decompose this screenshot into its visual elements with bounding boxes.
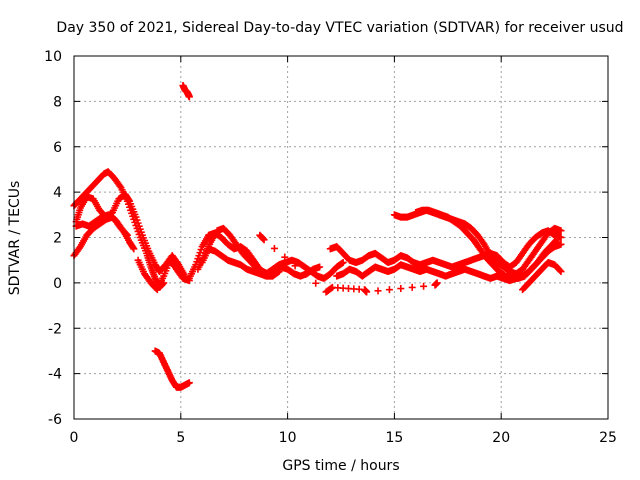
data-point [270,244,278,252]
y-tick-label: 8 [53,94,62,110]
data-point [553,236,561,244]
data-point [408,283,416,291]
data-point [557,227,565,235]
data-point [557,268,565,276]
data-point [185,379,193,387]
y-tick-label: 6 [53,140,62,156]
series-trace-d [72,211,131,239]
data-point [556,266,564,274]
y-tick-label: 0 [53,276,62,292]
y-axis-label: SDTVAR / TECUs [7,181,23,296]
data-point [116,182,124,190]
data-point [557,240,565,248]
data-point [397,285,405,293]
data-point [374,287,382,295]
x-tick-label: 15 [385,430,403,446]
y-tick-label: 10 [44,49,62,65]
series-trace-l [412,206,561,282]
series-trace-m [519,258,565,294]
x-tick-label: 5 [176,430,185,446]
y-tick-label: 4 [53,185,62,201]
y-tick-label: -4 [48,367,62,383]
y-tick-label: 2 [53,231,62,247]
data-point [557,234,565,241]
data-point [281,253,289,261]
data-point [339,258,347,266]
x-axis-label: GPS time / hours [282,458,399,474]
series-trace-h [198,245,283,280]
data-point [433,279,441,287]
x-tick-label: 25 [599,430,617,446]
plot-frame [73,55,609,420]
x-tick-label: 20 [492,430,510,446]
chart-title: Day 350 of 2021, Sidereal Day-to-day VTE… [56,20,623,36]
data-point [275,268,283,276]
data-point [552,237,560,245]
data-point [363,288,371,296]
series-outlier-high [179,81,193,101]
data-points [70,81,565,391]
data-point [122,230,130,238]
data-point [185,93,193,101]
data-point [420,282,428,290]
series-stragglers [256,231,441,296]
x-tick-label: 10 [279,430,297,446]
data-point [260,236,268,244]
data-point [385,286,393,294]
data-point [316,263,324,271]
data-point [301,271,309,279]
y-tick-labels: -6 -4 -2 0 2 4 6 8 10 [44,49,62,428]
series-trace-e [134,256,193,294]
data-point [312,279,320,287]
y-tick-label: -2 [48,321,62,337]
grid [74,56,608,419]
x-tick-label: 0 [70,430,79,446]
data-point [291,262,299,270]
series-outlier-low [151,347,193,391]
data-point [130,245,138,253]
y-tick-label: -6 [48,412,62,428]
x-tick-labels: 0 5 10 15 20 25 [70,430,617,446]
data-point [123,231,131,239]
